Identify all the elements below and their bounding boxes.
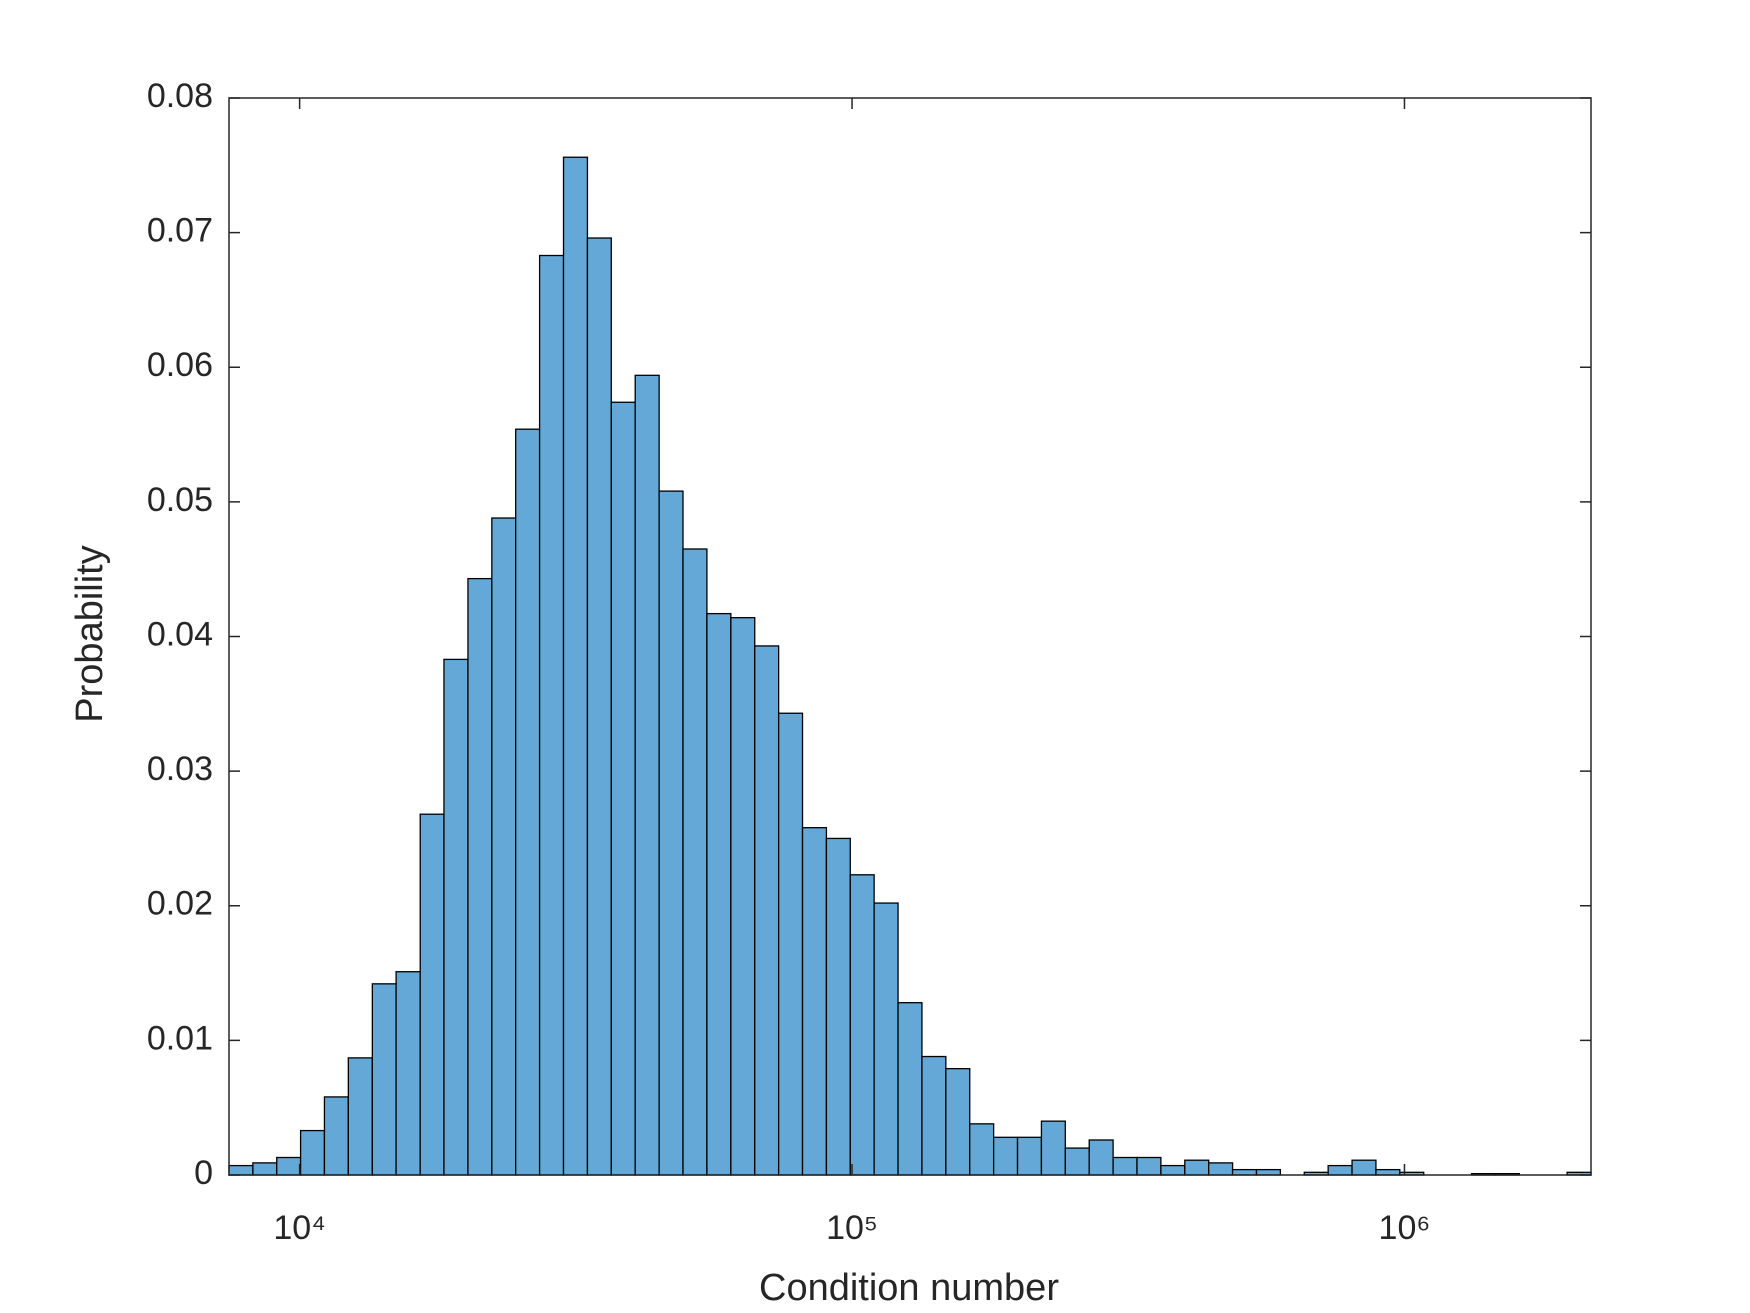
y-tick-label: 0 — [194, 1154, 213, 1192]
bar — [467, 577, 493, 1176]
bar — [586, 237, 612, 1176]
bar — [347, 1057, 373, 1176]
y-tick-label: 0.08 — [147, 77, 213, 115]
bar — [897, 1002, 923, 1176]
x-axis-label: Condition number — [759, 1267, 1059, 1309]
bar — [515, 428, 541, 1176]
bar — [443, 658, 469, 1176]
bar — [1016, 1136, 1043, 1176]
bar — [491, 517, 517, 1176]
bar — [1208, 1162, 1234, 1176]
bar — [299, 1129, 326, 1176]
bar — [1136, 1156, 1162, 1176]
bar — [873, 902, 899, 1176]
bar — [1160, 1164, 1186, 1176]
y-tick-label: 0.03 — [147, 750, 213, 788]
bar — [1351, 1159, 1377, 1176]
y-tick-label: 0.01 — [147, 1019, 213, 1057]
bar — [419, 813, 445, 1176]
x-tick-label: 10⁵ — [826, 1209, 878, 1247]
bar — [1088, 1139, 1114, 1176]
bar — [228, 1164, 254, 1176]
y-tick-label: 0.07 — [147, 212, 213, 250]
bar — [825, 837, 851, 1176]
bar — [371, 983, 397, 1176]
bar — [1064, 1147, 1090, 1176]
bar — [610, 401, 636, 1176]
x-tick-label: 10⁶ — [1379, 1209, 1431, 1247]
bar — [252, 1162, 278, 1176]
bar — [276, 1156, 302, 1176]
bar — [849, 874, 875, 1176]
bar — [1184, 1159, 1210, 1176]
bar — [562, 156, 589, 1176]
bar — [1040, 1120, 1066, 1176]
bar — [323, 1096, 349, 1176]
x-tick-label: 10⁴ — [273, 1209, 325, 1247]
bar — [395, 971, 421, 1176]
y-tick-label: 0.02 — [147, 885, 213, 923]
bar — [921, 1055, 947, 1176]
bar — [658, 490, 684, 1176]
bar — [706, 612, 732, 1176]
bar — [945, 1067, 971, 1176]
y-tick-label: 0.04 — [147, 615, 213, 653]
bar — [1255, 1168, 1282, 1176]
bar — [634, 374, 660, 1176]
bar — [538, 254, 565, 1176]
bar — [730, 617, 756, 1176]
bar — [777, 712, 804, 1176]
bar — [1327, 1164, 1353, 1176]
bar — [1375, 1168, 1401, 1176]
bar — [801, 827, 828, 1176]
bar — [1112, 1156, 1138, 1176]
bar — [682, 548, 708, 1176]
y-tick-label: 0.06 — [147, 346, 213, 384]
bar — [992, 1136, 1019, 1176]
bar — [969, 1123, 995, 1176]
y-tick-label: 0.05 — [147, 481, 213, 519]
y-axis-label: Probability — [69, 545, 111, 722]
bar — [1231, 1168, 1258, 1176]
bar — [754, 645, 780, 1176]
